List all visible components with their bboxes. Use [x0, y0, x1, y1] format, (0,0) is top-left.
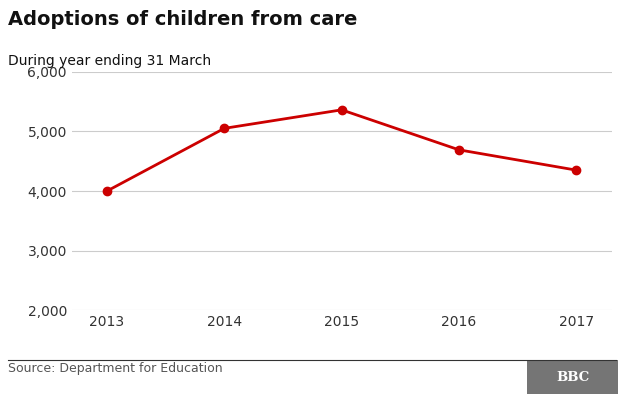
- Text: BBC: BBC: [556, 371, 589, 384]
- Text: Adoptions of children from care: Adoptions of children from care: [8, 10, 358, 29]
- FancyBboxPatch shape: [527, 360, 618, 394]
- Text: During year ending 31 March: During year ending 31 March: [8, 54, 212, 68]
- Text: Source: Department for Education: Source: Department for Education: [8, 362, 223, 375]
